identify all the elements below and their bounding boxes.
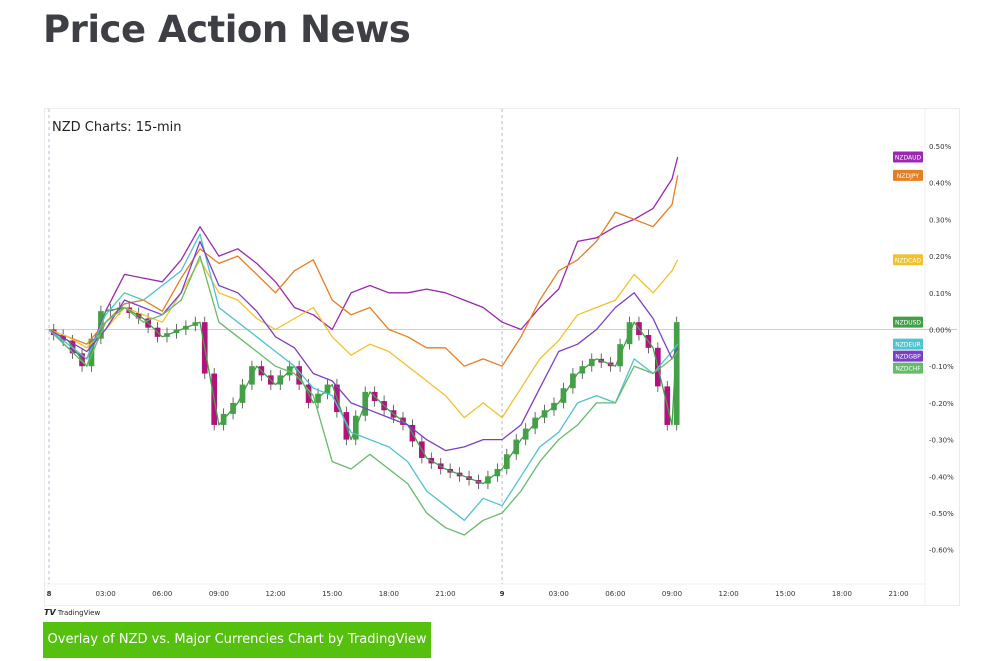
series-badge — [893, 169, 923, 181]
series-badge-label: NZDCHF — [895, 366, 921, 373]
x-tick-label: 21:00 — [888, 590, 908, 598]
y-tick-label: -0.10% — [929, 363, 954, 371]
series-badge — [893, 362, 923, 374]
candle-body — [673, 322, 680, 425]
x-tick-label: 15:00 — [775, 590, 795, 598]
series-line-nzdaud — [48, 156, 679, 360]
x-tick-label: 03:00 — [96, 590, 116, 598]
series-badge-label: NZDJPY — [897, 173, 919, 180]
series-badge — [893, 338, 923, 350]
y-tick-label: 0.00% — [929, 327, 952, 335]
series-badge — [893, 254, 923, 266]
series-badge-label: NZDCAD — [895, 257, 922, 264]
x-tick-label: 8 — [47, 590, 52, 598]
x-tick-label: 09:00 — [662, 590, 682, 598]
series-line-nzdcad — [48, 259, 679, 419]
tradingview-logo: 𝙏𝙑 TradingView — [44, 608, 100, 617]
page-title: Price Action News — [43, 8, 411, 51]
chart-title: NZD Charts: 15-min — [52, 120, 182, 135]
chart-canvas[interactable]: 0.50% 0.40% 0.30% 0.20% 0.10% 0.00% -0.10% -0.2… — [45, 109, 959, 605]
x-tick-label: 12:00 — [265, 590, 285, 598]
series-badge-label: NZDAUD — [895, 155, 922, 162]
y-tick-label: 0.10% — [929, 290, 952, 298]
x-tick-label: 21:00 — [435, 590, 455, 598]
series-badge-label: NZDEUR — [895, 342, 921, 349]
x-tick-label: 18:00 — [379, 590, 399, 598]
series-line-nzdeur — [48, 233, 679, 521]
series-badge — [893, 151, 923, 163]
y-tick-label: 0.50% — [929, 143, 952, 151]
series-badge — [893, 350, 923, 362]
tradingview-chart[interactable]: 0.50% 0.40% 0.30% 0.20% 0.10% 0.00% -0.10% -0.2… — [44, 108, 960, 606]
x-tick-label: 06:00 — [152, 590, 172, 598]
series-line-nzdjpy — [48, 175, 679, 367]
tv-logo-icon: 𝙏𝙑 — [44, 608, 56, 617]
y-tick-label: -0.60% — [929, 547, 954, 555]
series-line-nzdchf — [48, 255, 679, 536]
x-tick-label: 15:00 — [322, 590, 342, 598]
y-tick-label: -0.20% — [929, 400, 954, 408]
y-tick-label: 0.20% — [929, 253, 952, 261]
series-line-nzdgbp — [48, 240, 679, 452]
x-tick-label: 03:00 — [549, 590, 569, 598]
series-badge-label: NZDGBP — [895, 354, 921, 361]
series-badge — [893, 316, 923, 328]
y-tick-label: -0.50% — [929, 510, 954, 518]
x-tick-label: 18:00 — [832, 590, 852, 598]
series-badge-label: NZDUSD — [895, 320, 921, 327]
y-tick-label: 0.30% — [929, 216, 952, 224]
x-tick-label: 9 — [500, 590, 505, 598]
x-tick-label: 09:00 — [209, 590, 229, 598]
series-line-nzdusd — [48, 306, 679, 485]
y-tick-label: -0.30% — [929, 437, 954, 445]
x-tick-label: 06:00 — [605, 590, 625, 598]
tradingview-logo-text: TradingView — [57, 609, 101, 617]
y-tick-label: 0.40% — [929, 180, 952, 188]
chart-caption-button[interactable]: Overlay of NZD vs. Major Currencies Char… — [43, 622, 431, 658]
y-tick-label: -0.40% — [929, 473, 954, 481]
x-tick-label: 12:00 — [719, 590, 739, 598]
